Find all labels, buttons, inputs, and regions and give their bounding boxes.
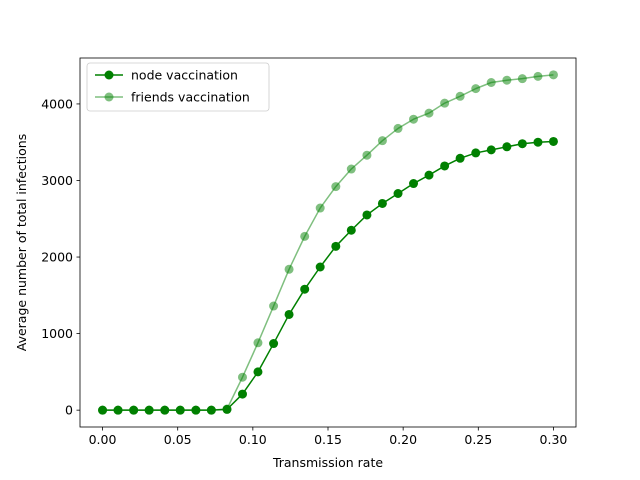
data-point-friends-vaccination bbox=[253, 338, 263, 348]
data-point-friends-vaccination bbox=[517, 74, 527, 84]
legend-marker-friends-vaccination bbox=[104, 92, 114, 102]
data-point-friends-vaccination bbox=[129, 405, 139, 415]
data-point-friends-vaccination bbox=[237, 372, 247, 382]
x-tick-label: 0.10 bbox=[239, 432, 267, 447]
data-point-friends-vaccination bbox=[315, 203, 325, 213]
plot-area bbox=[98, 70, 558, 415]
y-axis: 0 1000 2000 3000 4000 bbox=[41, 96, 80, 418]
data-point-node-vaccination bbox=[533, 137, 543, 147]
data-point-friends-vaccination bbox=[393, 123, 403, 133]
x-tick-label: 0.25 bbox=[464, 432, 492, 447]
x-tick-label: 0.05 bbox=[164, 432, 192, 447]
x-axis-label: Transmission rate bbox=[272, 455, 383, 470]
data-point-friends-vaccination bbox=[160, 405, 170, 415]
legend-label-friends-vaccination: friends vaccination bbox=[131, 90, 250, 105]
legend-label-node-vaccination: node vaccination bbox=[131, 68, 238, 83]
x-tick-label: 0.30 bbox=[540, 432, 568, 447]
data-point-friends-vaccination bbox=[409, 114, 419, 124]
data-point-friends-vaccination bbox=[300, 231, 310, 241]
data-point-node-vaccination bbox=[237, 389, 247, 399]
data-point-node-vaccination bbox=[346, 225, 356, 235]
data-point-node-vaccination bbox=[455, 153, 465, 163]
legend: node vaccination friends vaccination bbox=[86, 62, 270, 112]
data-point-node-vaccination bbox=[409, 179, 419, 189]
data-point-friends-vaccination bbox=[144, 405, 154, 415]
legend-marker-node-vaccination bbox=[104, 70, 114, 80]
data-point-node-vaccination bbox=[440, 161, 450, 171]
x-tick-label: 0.15 bbox=[314, 432, 342, 447]
data-point-node-vaccination bbox=[471, 148, 481, 158]
data-point-friends-vaccination bbox=[486, 78, 496, 87]
data-point-node-vaccination bbox=[300, 284, 310, 294]
data-point-friends-vaccination bbox=[377, 136, 387, 146]
data-point-node-vaccination bbox=[486, 145, 496, 155]
data-point-friends-vaccination bbox=[346, 164, 356, 174]
data-point-friends-vaccination bbox=[471, 84, 481, 94]
data-point-friends-vaccination bbox=[455, 91, 465, 101]
x-axis: 0.00 0.05 0.10 0.15 0.20 0.25 0.30 bbox=[89, 427, 568, 447]
data-point-node-vaccination bbox=[269, 339, 279, 349]
y-tick-label: 3000 bbox=[41, 173, 73, 188]
data-point-friends-vaccination bbox=[331, 182, 341, 192]
data-point-node-vaccination bbox=[424, 170, 434, 180]
data-point-node-vaccination bbox=[315, 262, 325, 272]
data-point-friends-vaccination bbox=[191, 405, 201, 415]
data-point-friends-vaccination bbox=[113, 405, 123, 415]
series-friends-vaccination bbox=[98, 70, 558, 415]
data-point-node-vaccination bbox=[331, 241, 341, 251]
data-point-friends-vaccination bbox=[98, 405, 108, 415]
data-point-node-vaccination bbox=[548, 136, 558, 146]
data-point-friends-vaccination bbox=[222, 404, 232, 414]
data-point-node-vaccination bbox=[253, 367, 263, 377]
data-point-node-vaccination bbox=[377, 198, 387, 208]
legend-frame bbox=[86, 62, 270, 112]
x-tick-label: 0.00 bbox=[89, 432, 117, 447]
data-point-friends-vaccination bbox=[206, 405, 216, 415]
data-point-friends-vaccination bbox=[424, 108, 434, 118]
data-point-node-vaccination bbox=[502, 142, 512, 152]
data-point-node-vaccination bbox=[517, 139, 527, 149]
data-point-node-vaccination bbox=[393, 189, 403, 198]
y-tick-label: 0 bbox=[65, 403, 73, 418]
data-point-friends-vaccination bbox=[502, 75, 512, 85]
data-point-friends-vaccination bbox=[548, 70, 558, 80]
data-point-node-vaccination bbox=[284, 309, 294, 319]
data-point-friends-vaccination bbox=[269, 301, 279, 311]
y-axis-label: Average number of total infections bbox=[14, 134, 29, 351]
data-point-node-vaccination bbox=[362, 210, 372, 220]
y-tick-label: 1000 bbox=[41, 326, 73, 341]
data-point-friends-vaccination bbox=[284, 264, 294, 274]
y-tick-label: 4000 bbox=[41, 96, 73, 111]
data-point-friends-vaccination bbox=[362, 150, 372, 160]
data-point-friends-vaccination bbox=[533, 71, 543, 81]
y-tick-label: 2000 bbox=[41, 250, 73, 265]
data-point-friends-vaccination bbox=[175, 405, 185, 415]
data-point-friends-vaccination bbox=[440, 98, 450, 108]
x-tick-label: 0.20 bbox=[389, 432, 417, 447]
